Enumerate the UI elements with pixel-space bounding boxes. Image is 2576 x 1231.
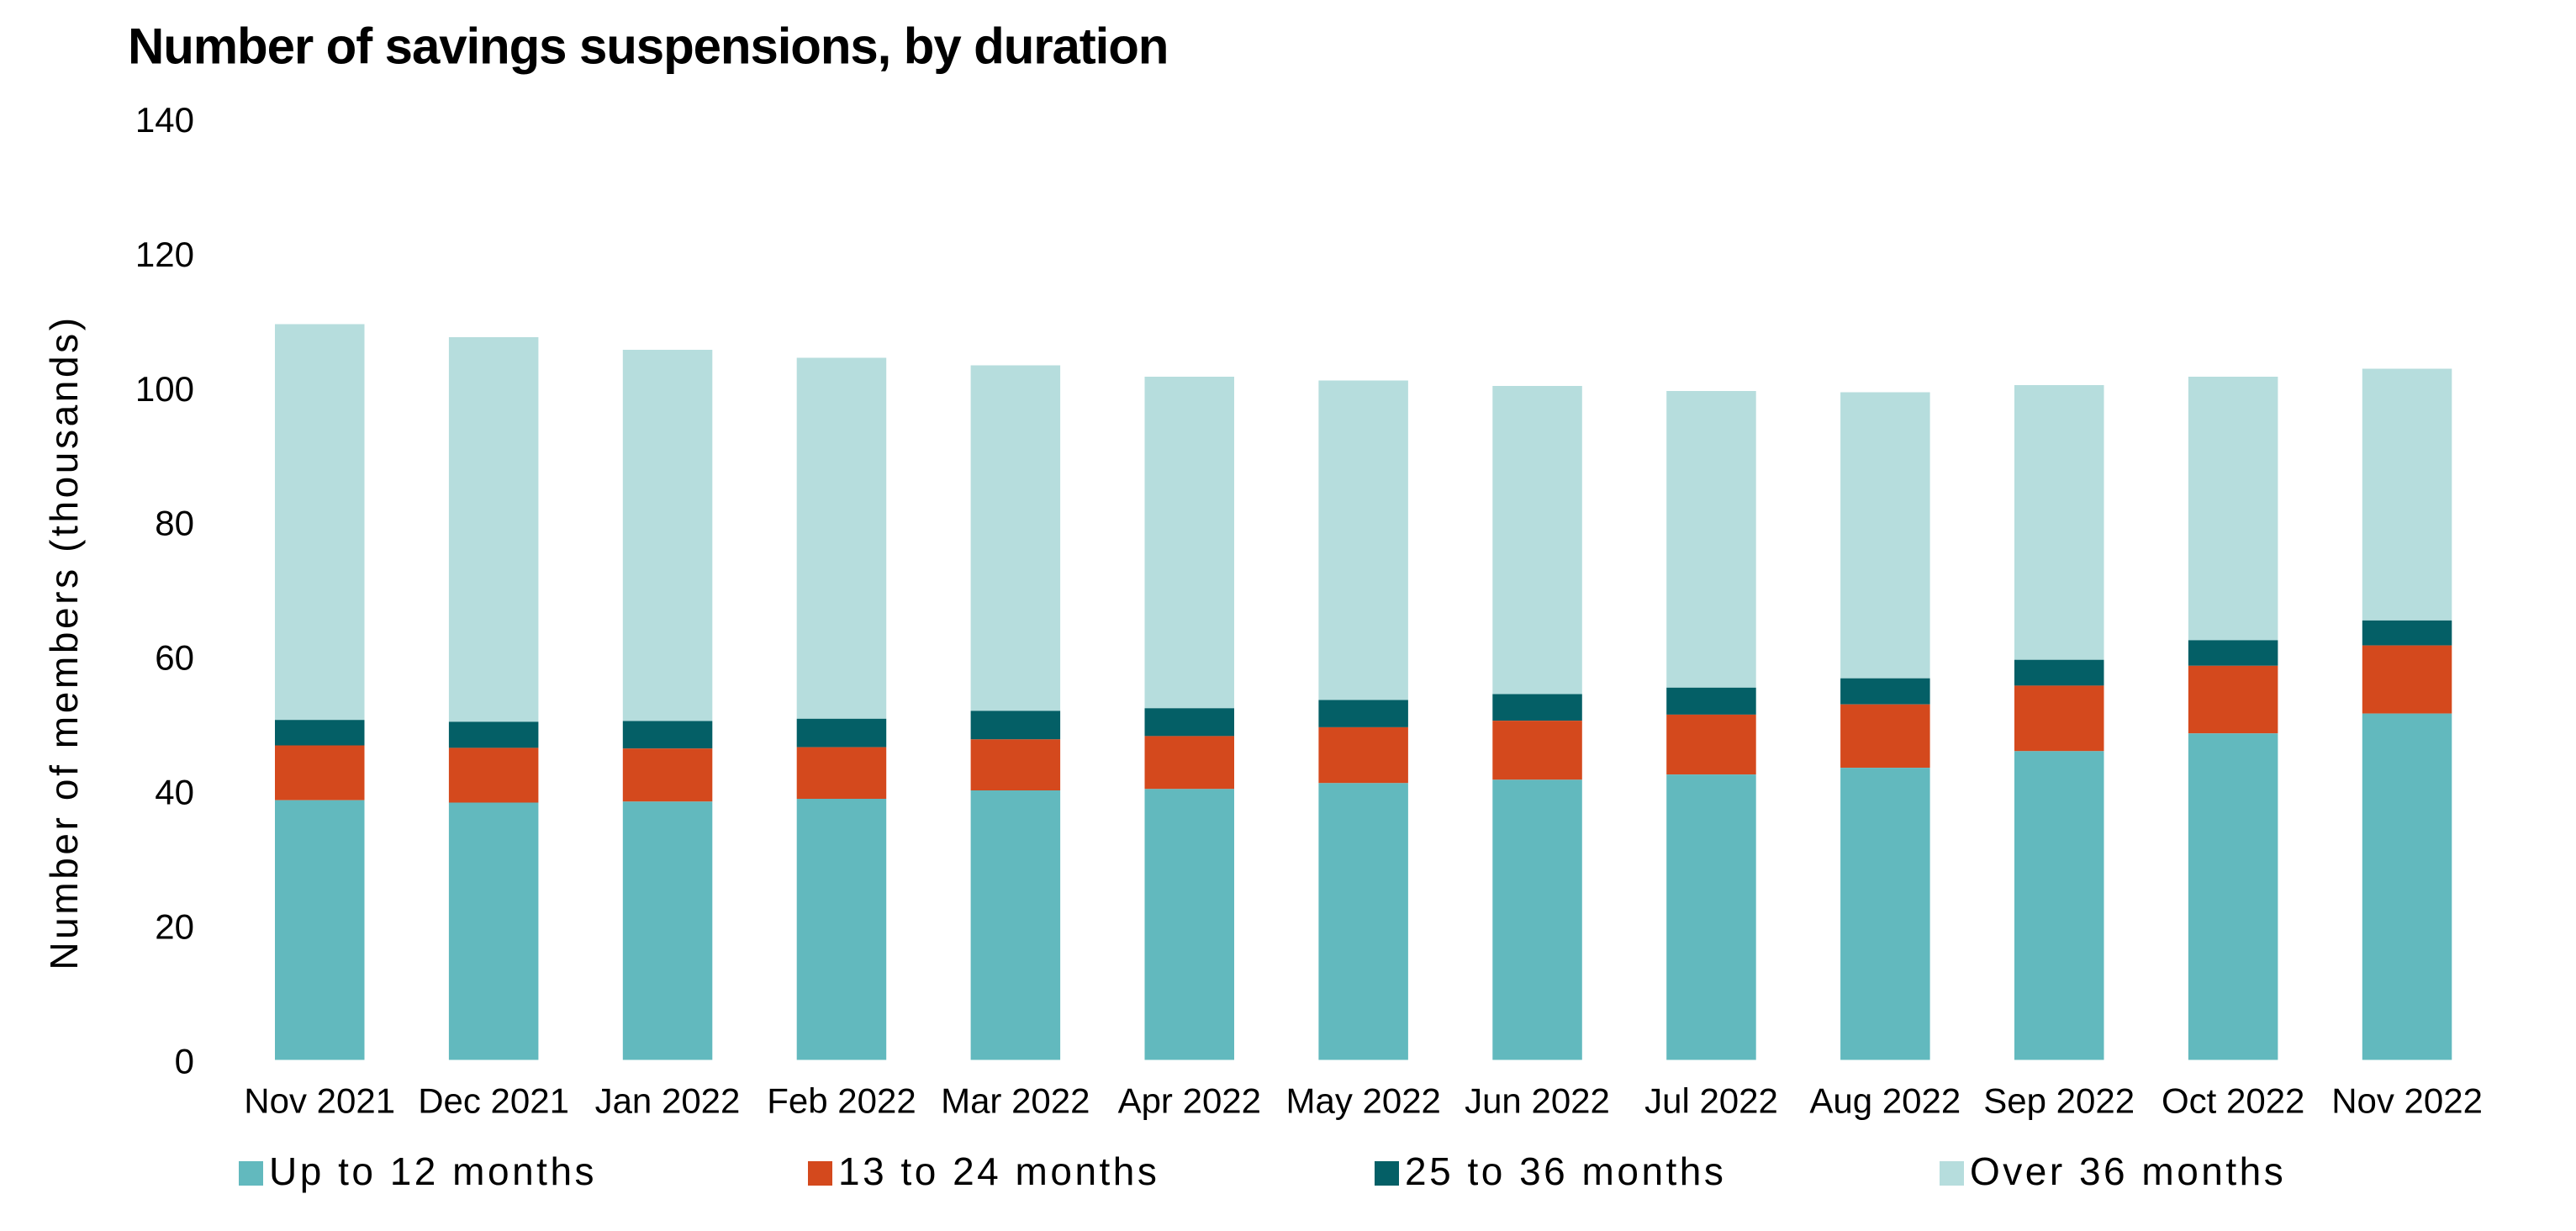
svg-text:0: 0 xyxy=(175,1042,194,1081)
svg-text:Dec 2021: Dec 2021 xyxy=(418,1081,569,1121)
svg-text:100: 100 xyxy=(135,369,194,409)
svg-text:May 2022: May 2022 xyxy=(1285,1081,1440,1121)
svg-text:Jul 2022: Jul 2022 xyxy=(1644,1081,1778,1121)
svg-text:40: 40 xyxy=(155,773,194,812)
svg-text:Feb 2022: Feb 2022 xyxy=(767,1081,916,1121)
svg-text:Sep 2022: Sep 2022 xyxy=(1983,1081,2135,1121)
svg-text:Number of members (thousands): Number of members (thousands) xyxy=(42,314,86,969)
svg-text:Nov 2022: Nov 2022 xyxy=(2331,1081,2483,1121)
svg-text:80: 80 xyxy=(155,504,194,543)
svg-text:120: 120 xyxy=(135,235,194,274)
svg-text:140: 140 xyxy=(135,100,194,140)
svg-text:Apr 2022: Apr 2022 xyxy=(1118,1081,1261,1121)
svg-text:Jan 2022: Jan 2022 xyxy=(595,1081,741,1121)
svg-text:Number of savings suspensions,: Number of savings suspensions, by durati… xyxy=(128,18,1168,75)
svg-text:Nov 2021: Nov 2021 xyxy=(244,1081,395,1121)
svg-text:Aug 2022: Aug 2022 xyxy=(1809,1081,1961,1121)
svg-text:Mar 2022: Mar 2022 xyxy=(941,1081,1090,1121)
svg-text:Jun 2022: Jun 2022 xyxy=(1465,1081,1610,1121)
svg-text:Up to 12 months: Up to 12 months xyxy=(269,1149,597,1193)
svg-text:Oct 2022: Oct 2022 xyxy=(2162,1081,2304,1121)
svg-text:20: 20 xyxy=(155,907,194,947)
svg-text:25 to 36 months: 25 to 36 months xyxy=(1405,1149,1726,1193)
svg-text:60: 60 xyxy=(155,638,194,678)
svg-text:Over 36 months: Over 36 months xyxy=(1970,1149,2286,1193)
svg-text:13 to 24 months: 13 to 24 months xyxy=(838,1149,1159,1193)
